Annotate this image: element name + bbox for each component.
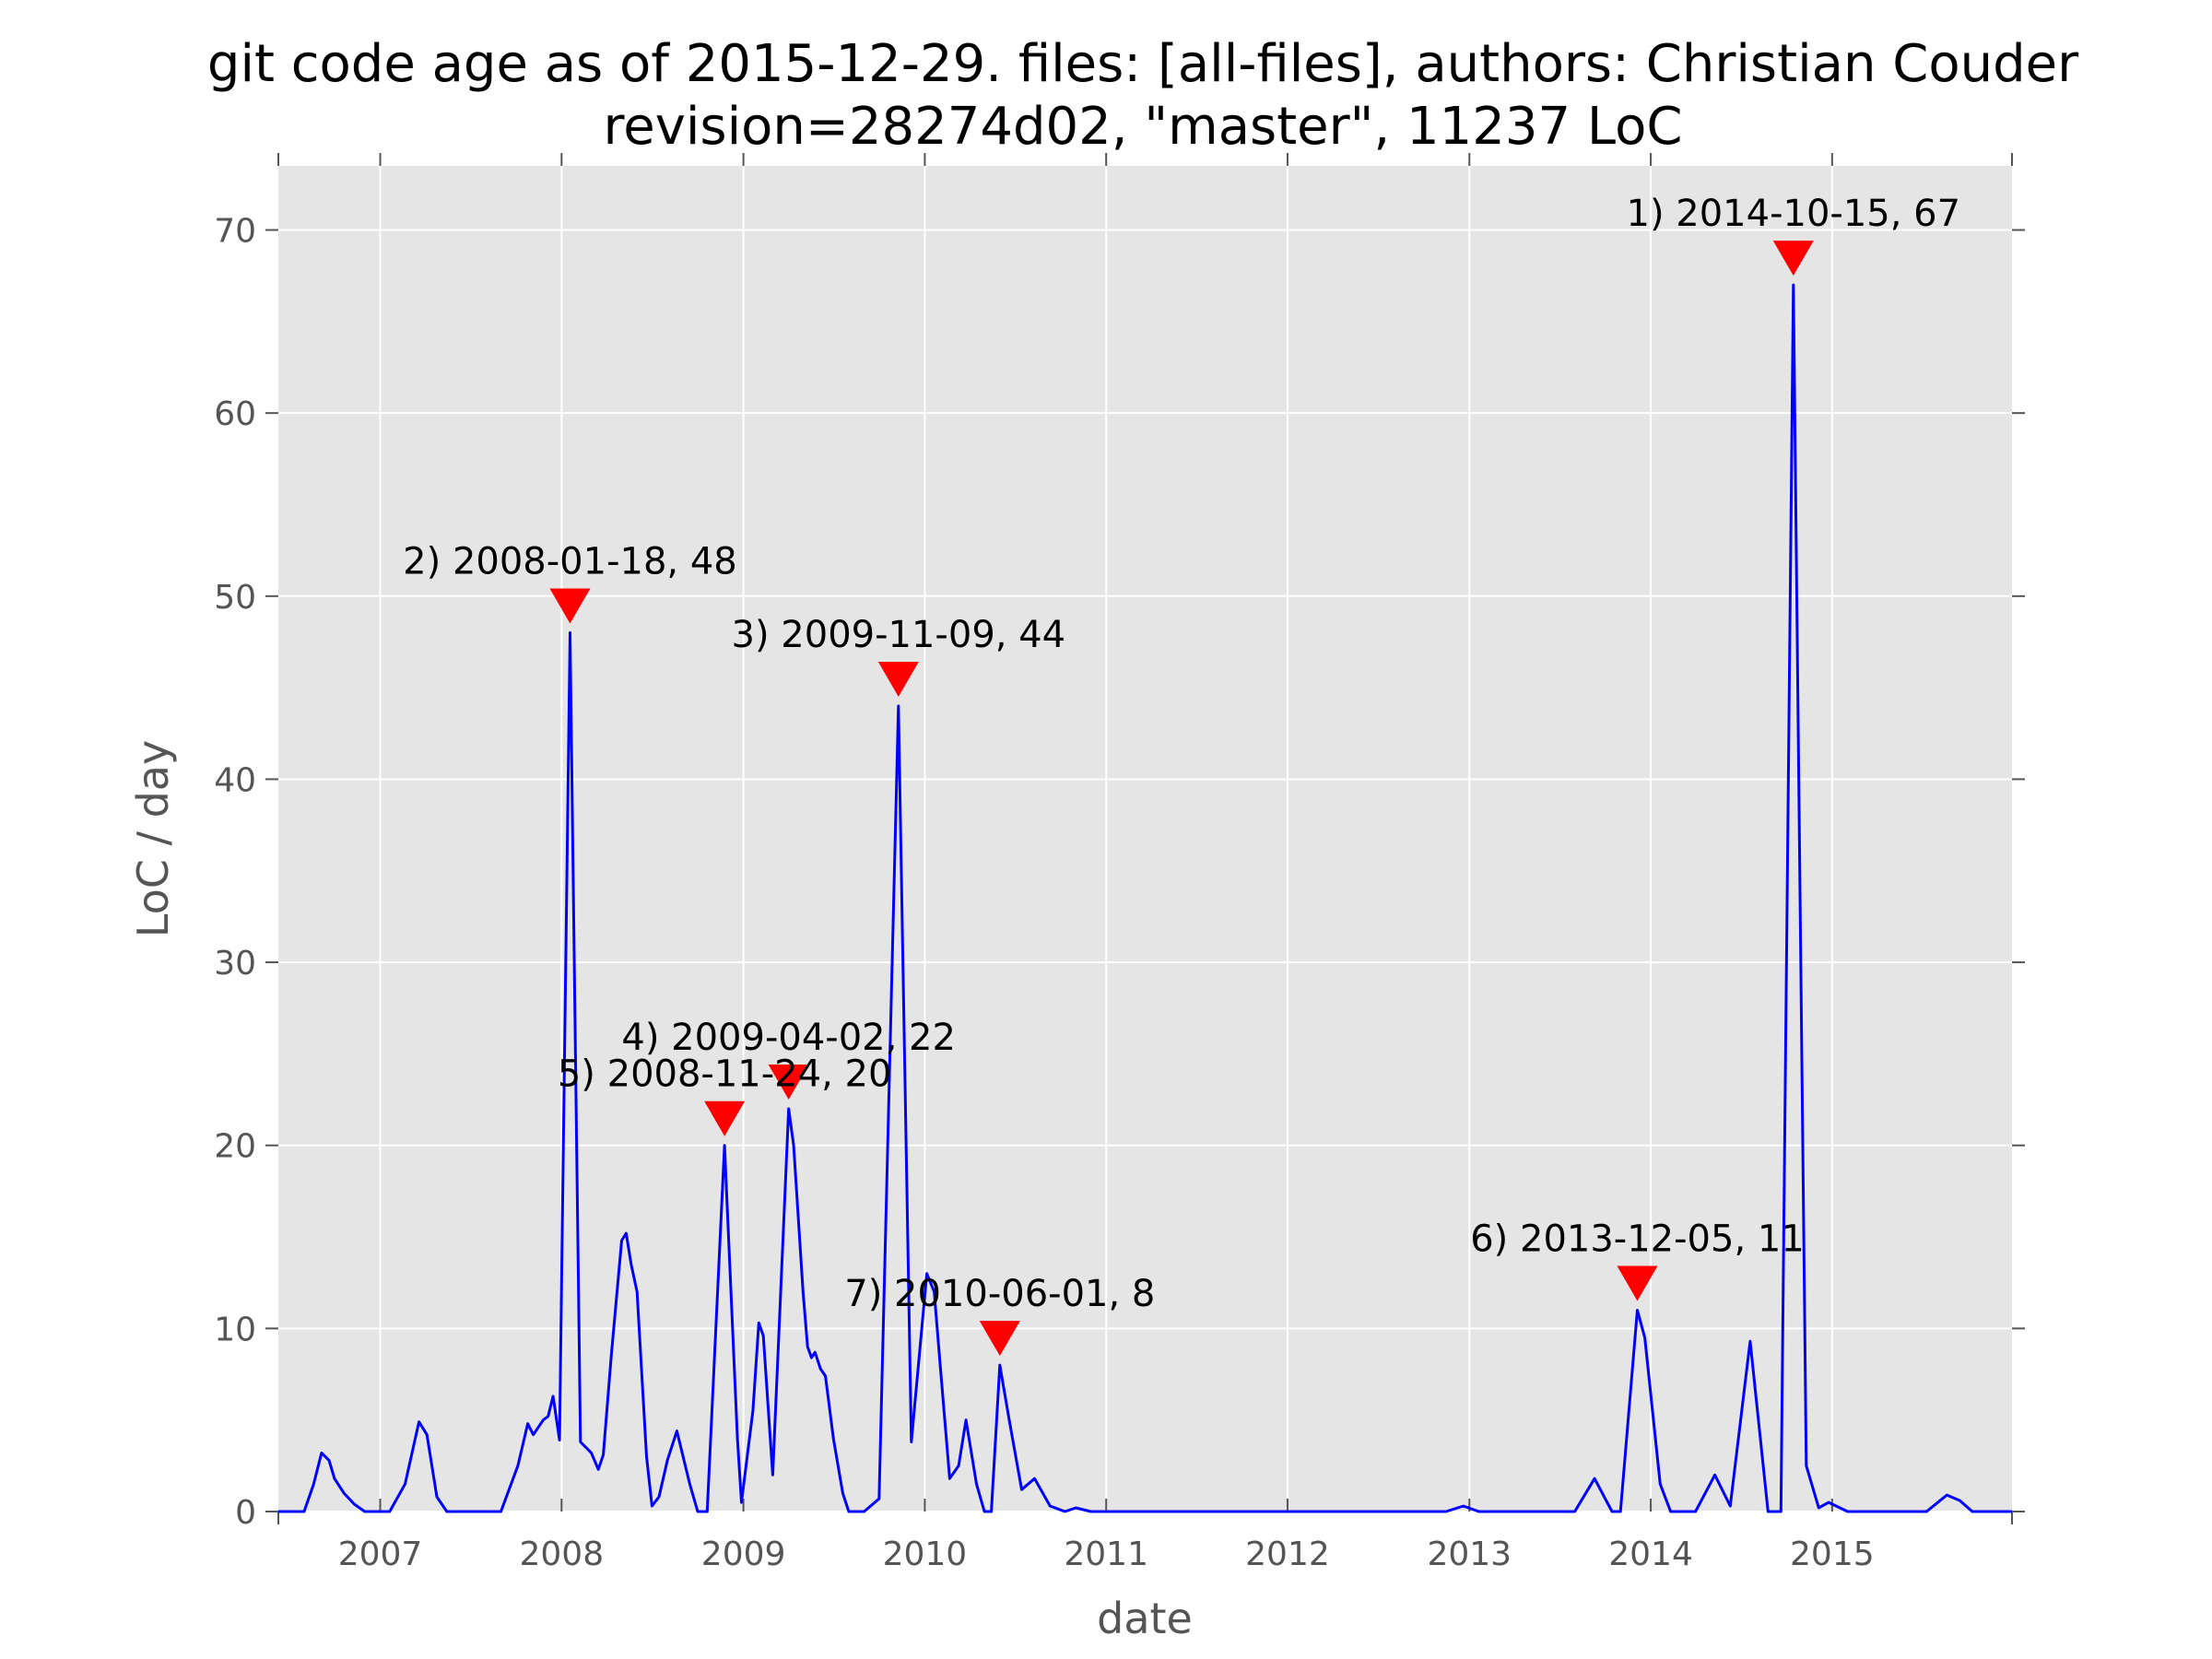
peak-marker bbox=[768, 1064, 809, 1100]
y-tick-label: 50 bbox=[214, 579, 256, 617]
y-tick-label: 0 bbox=[235, 1494, 256, 1532]
peak-annotations: 1) 2014-10-15, 67 2) 2008-01-18, 48 3) 200… bbox=[403, 193, 1960, 1315]
series bbox=[278, 283, 2012, 1513]
peak-marker bbox=[1617, 1265, 1658, 1301]
peak-marker bbox=[704, 1100, 746, 1136]
peak-markers bbox=[549, 241, 1814, 1357]
x-tick-label: 2010 bbox=[883, 1535, 968, 1573]
x-tick-label: 2011 bbox=[1064, 1535, 1148, 1573]
peak-annotation: 3) 2009-11-09, 44 bbox=[732, 614, 1066, 656]
chart-title-line-2: revision=28274d02, "master", 11237 LoC bbox=[603, 97, 1683, 157]
y-axis-label: LoC / day bbox=[128, 740, 178, 937]
chart-title: git code age as of 2015-12-29. files: [a… bbox=[0, 33, 2212, 159]
peak-annotation: 4) 2009-04-02, 22 bbox=[621, 1017, 956, 1059]
y-tick-label: 20 bbox=[214, 1128, 256, 1166]
peak-marker bbox=[549, 588, 591, 624]
peak-annotation: 1) 2014-10-15, 67 bbox=[1627, 193, 1961, 235]
x-axis-label: date bbox=[1097, 1594, 1193, 1643]
peak-annotation: 7) 2010-06-01, 8 bbox=[844, 1273, 1155, 1315]
x-tick-label: 2013 bbox=[1427, 1535, 1512, 1573]
y-tick-label: 10 bbox=[214, 1311, 256, 1348]
peak-annotation: 6) 2013-12-05, 11 bbox=[1470, 1218, 1805, 1260]
y-tick-label: 70 bbox=[214, 213, 256, 251]
series-line bbox=[278, 283, 2012, 1513]
x-tick-label: 2009 bbox=[701, 1535, 786, 1573]
x-tick-labels: 2007 2008 2009 2010 2011 2012 2013 2014 2015 bbox=[338, 1535, 1875, 1573]
x-tick-label: 2015 bbox=[1790, 1535, 1875, 1573]
axis-ticks bbox=[265, 153, 2025, 1524]
x-tick-label: 2014 bbox=[1608, 1535, 1693, 1573]
x-tick-label: 2007 bbox=[338, 1535, 423, 1573]
peak-marker bbox=[1772, 241, 1814, 276]
y-tick-label: 40 bbox=[214, 761, 256, 799]
x-tick-label: 2008 bbox=[519, 1535, 604, 1573]
y-tick-label: 30 bbox=[214, 945, 256, 982]
y-tick-label: 60 bbox=[214, 395, 256, 433]
x-tick-label: 2012 bbox=[1245, 1535, 1330, 1573]
chart-title-line-1: git code age as of 2015-12-29. files: [a… bbox=[206, 34, 2079, 94]
peak-annotation: 2) 2008-01-18, 48 bbox=[403, 541, 737, 583]
peak-marker bbox=[979, 1321, 1020, 1357]
y-tick-labels: 0 10 20 30 40 50 60 70 bbox=[214, 213, 256, 1532]
peak-marker bbox=[877, 661, 919, 697]
peak-annotation: 5) 2008-11-24, 20 bbox=[558, 1053, 892, 1096]
